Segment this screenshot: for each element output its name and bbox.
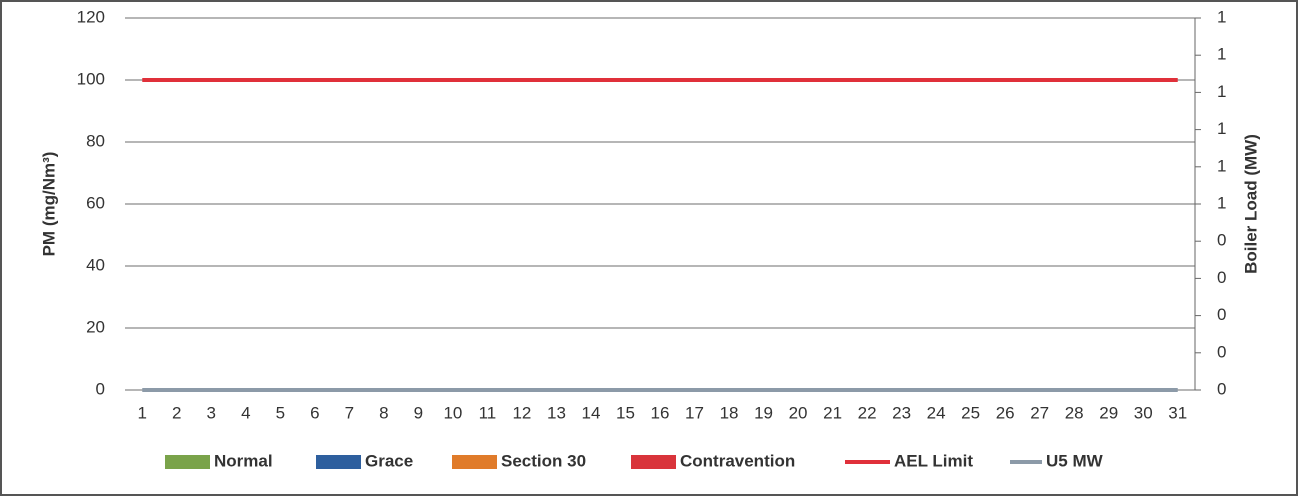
y2-tick-label: 1: [1217, 119, 1226, 138]
legend-label: Grace: [365, 451, 413, 470]
x-tick-label: 15: [616, 403, 635, 422]
legend-swatch: [316, 455, 361, 469]
x-tick-label: 13: [547, 403, 566, 422]
y2-axis-title: Boiler Load (MW): [1241, 134, 1260, 274]
x-tick-label: 31: [1168, 403, 1187, 422]
legend-swatch: [452, 455, 497, 469]
x-tick-label: 21: [823, 403, 842, 422]
legend-swatch: [631, 455, 676, 469]
x-tick-label: 3: [207, 403, 216, 422]
y-tick-label: 80: [86, 131, 105, 150]
legend-label: Section 30: [501, 451, 586, 470]
y-tick-label: 20: [86, 317, 105, 336]
x-tick-label: 9: [414, 403, 423, 422]
x-tick-label: 30: [1134, 403, 1153, 422]
x-tick-label: 11: [479, 403, 497, 422]
y-tick-label: 100: [77, 69, 105, 88]
x-tick-label: 17: [685, 403, 704, 422]
x-tick-label: 7: [345, 403, 354, 422]
x-tick-label: 14: [582, 403, 601, 422]
x-tick-label: 10: [443, 403, 462, 422]
x-tick-label: 23: [892, 403, 911, 422]
x-tick-label: 6: [310, 403, 319, 422]
y2-tick-label: 0: [1217, 305, 1226, 324]
x-tick-label: 18: [720, 403, 739, 422]
x-tick-label: 28: [1065, 403, 1084, 422]
y2-tick-label: 1: [1217, 82, 1226, 101]
y2-tick-label: 1: [1217, 156, 1226, 175]
y2-tick-label: 0: [1217, 231, 1226, 250]
y2-tick-label: 0: [1217, 268, 1226, 287]
x-tick-label: 1: [138, 403, 147, 422]
y2-tick-label: 0: [1217, 379, 1226, 398]
x-tick-label: 12: [512, 403, 531, 422]
x-tick-label: 29: [1099, 403, 1118, 422]
x-tick-label: 20: [789, 403, 808, 422]
x-tick-label: 2: [172, 403, 181, 422]
y-tick-label: 120: [77, 7, 105, 26]
y-tick-label: 60: [86, 193, 105, 212]
legend-label: AEL Limit: [894, 451, 973, 470]
x-tick-label: 16: [651, 403, 670, 422]
legend-swatch: [165, 455, 210, 469]
x-tick-label: 4: [241, 403, 250, 422]
y-axis-title: PM (mg/Nm³): [39, 152, 58, 257]
x-tick-label: 5: [276, 403, 285, 422]
x-tick-label: 24: [927, 403, 946, 422]
x-tick-label: 8: [379, 403, 388, 422]
legend-label: Normal: [214, 451, 273, 470]
x-tick-label: 27: [1030, 403, 1049, 422]
x-tick-label: 26: [996, 403, 1015, 422]
x-tick-label: 25: [961, 403, 980, 422]
y-tick-label: 0: [96, 379, 105, 398]
y2-tick-label: 1: [1217, 45, 1226, 64]
y-tick-label: 40: [86, 255, 105, 274]
y2-tick-label: 1: [1217, 193, 1226, 212]
legend-label: U5 MW: [1046, 451, 1104, 470]
x-tick-label: 19: [754, 403, 773, 422]
y2-tick-label: 1: [1217, 7, 1226, 26]
legend-label: Contravention: [680, 451, 795, 470]
y2-tick-label: 0: [1217, 342, 1226, 361]
x-tick-label: 22: [858, 403, 877, 422]
